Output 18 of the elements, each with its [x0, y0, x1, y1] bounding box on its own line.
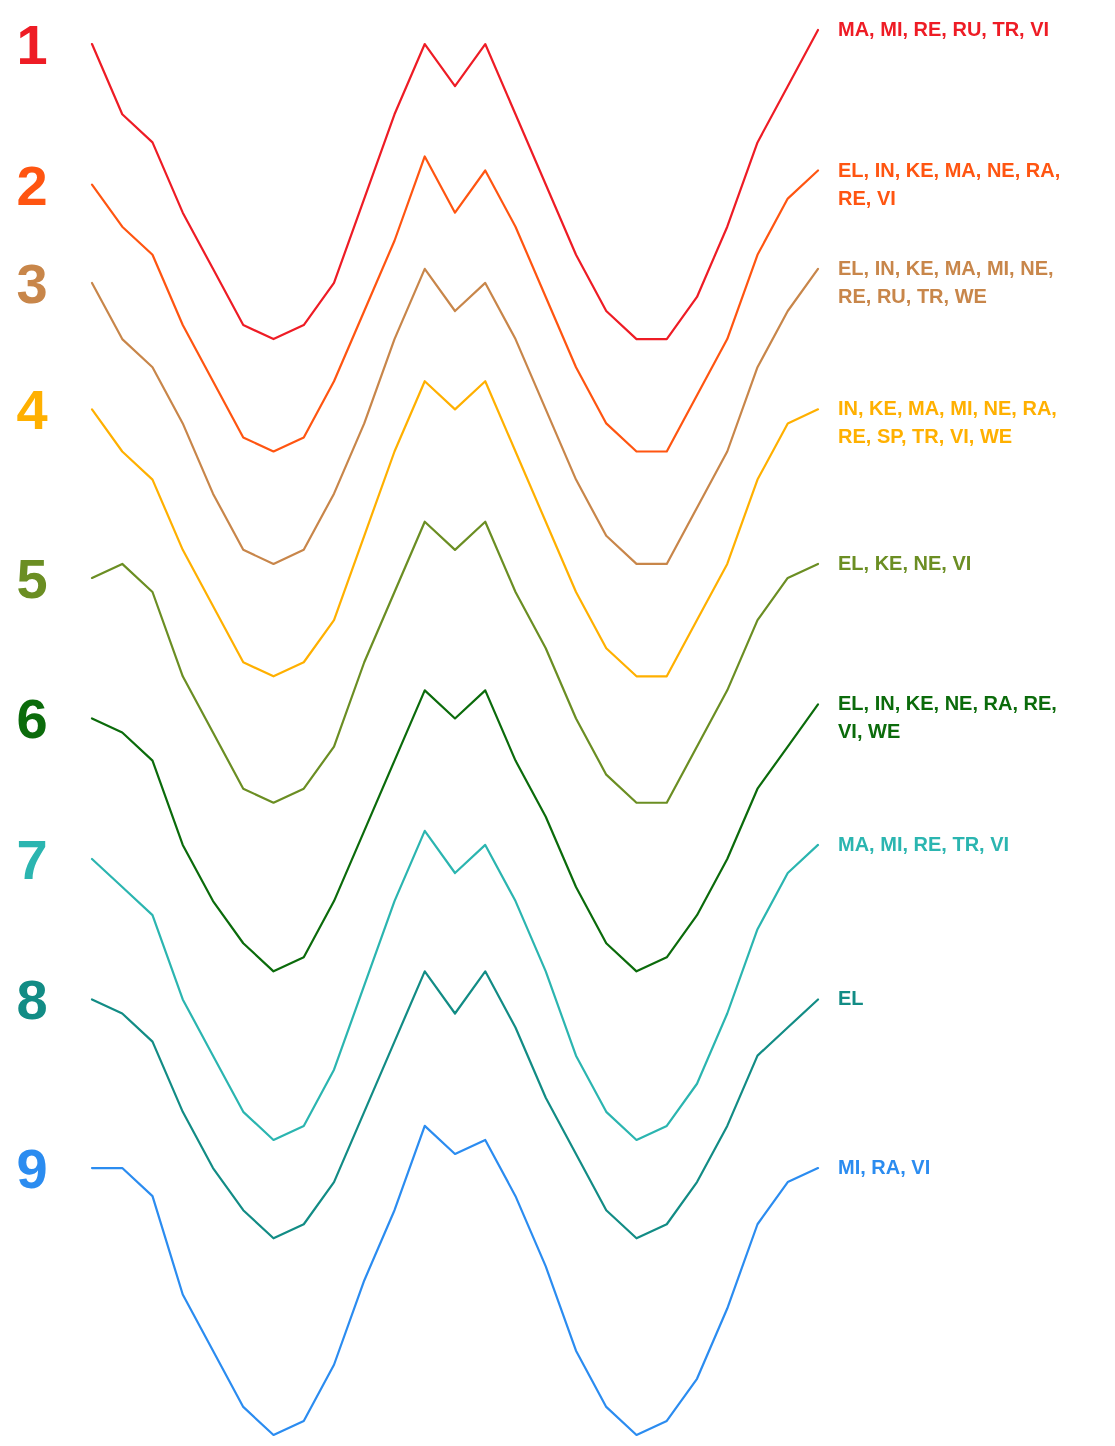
text: EL [838, 987, 864, 1010]
series-label: 2 [16, 153, 48, 217]
series-label: 5 [16, 546, 48, 610]
text: EL, IN, KE, MA, NE, RA, RE, VI [838, 158, 1061, 209]
text: EL, KE, NE, VI [838, 551, 972, 574]
text: MI, RA, VI [838, 1156, 931, 1179]
text: MA, MI, RE, TR, VI [838, 832, 1010, 855]
text: MA, MI, RE, RU, TR, VI [838, 18, 1050, 40]
series-label: 8 [16, 968, 48, 1032]
series-label: 6 [16, 687, 48, 751]
series-label: 3 [16, 251, 48, 315]
series-label: 7 [16, 827, 48, 891]
series-label: 1 [16, 13, 48, 77]
series-label: 4 [16, 378, 48, 442]
text: EL, IN, KE, NE, RA, RE, VI, WE [838, 692, 1057, 743]
text: EL, IN, KE, MA, MI, NE, RE, RU, TR, WE [838, 256, 1054, 307]
series-label: 9 [16, 1137, 48, 1201]
text: IN, KE, MA, MI, NE, RA, RE, SP, TR, VI, WE [838, 397, 1057, 448]
